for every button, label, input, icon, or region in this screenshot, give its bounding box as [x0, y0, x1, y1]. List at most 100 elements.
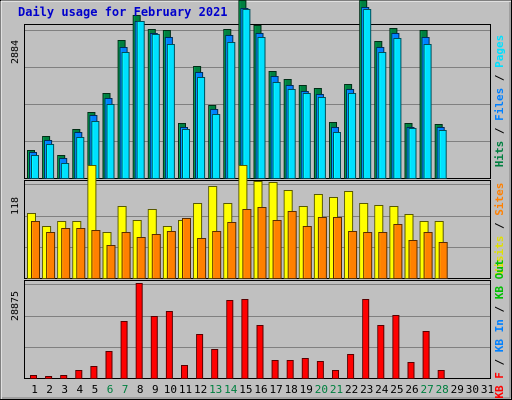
x-tick-day-26: 26: [405, 383, 418, 396]
legend-entry: Pages: [493, 35, 506, 68]
bar-pages-day-18: [287, 89, 296, 179]
bar-kb-f-day-4: [75, 370, 83, 379]
bar-fill: [348, 93, 357, 179]
x-tick-day-19: 19: [300, 383, 313, 396]
bar-sites-day-8: [136, 237, 146, 279]
bar-sites-day-22: [348, 231, 358, 279]
bar-fill: [317, 217, 327, 279]
bar-sites-day-12: [197, 238, 207, 279]
panel-bottom: [24, 280, 491, 379]
bar-pages-day-26: [408, 128, 417, 179]
bar-fill: [257, 37, 266, 179]
bar-sites-day-13: [212, 231, 222, 279]
x-tick-day-16: 16: [254, 383, 267, 396]
legend-entry: KB F: [493, 372, 506, 399]
bar-fill: [422, 331, 430, 379]
legend-entry: /: [493, 121, 506, 141]
bar-fill: [46, 144, 55, 179]
bar-sites-day-10: [166, 231, 176, 279]
bar-kb-f-day-7: [120, 321, 128, 379]
x-tick-day-13: 13: [209, 383, 222, 396]
bar-fill: [287, 211, 297, 279]
x-tick-day-8: 8: [137, 383, 144, 396]
bar-sites-day-26: [408, 240, 418, 279]
x-tick-day-12: 12: [194, 383, 207, 396]
bar-fill: [377, 325, 385, 379]
bar-fill: [212, 231, 222, 279]
bar-pages-day-20: [317, 97, 326, 179]
bar-fill: [182, 218, 191, 279]
bar-pages-day-14: [227, 42, 236, 179]
bar-fill: [302, 226, 312, 279]
bar-fill: [257, 207, 267, 279]
bar-pages-day-3: [61, 163, 70, 179]
bar-fill: [135, 283, 143, 379]
bar-kb-f-day-17: [271, 360, 279, 379]
bar-kb-f-day-14: [226, 300, 234, 379]
bar-pages-day-25: [393, 38, 402, 179]
bar-kb-f-day-16: [256, 325, 264, 379]
chart-panels: [24, 0, 491, 379]
bar-pages-day-27: [423, 44, 432, 179]
x-tick-day-29: 29: [451, 383, 464, 396]
bar-kb-f-day-24: [377, 325, 385, 379]
bar-fill: [393, 38, 402, 179]
bar-pages-day-24: [378, 52, 387, 179]
bar-fill: [136, 21, 145, 179]
bar-fill: [348, 231, 358, 279]
bar-sites-day-21: [333, 217, 342, 279]
x-tick-day-28: 28: [436, 383, 449, 396]
bar-fill: [60, 375, 68, 379]
bar-pages-day-7: [121, 52, 130, 179]
bar-fill: [317, 97, 326, 179]
bar-pages-day-28: [438, 130, 447, 179]
legend-entry: /: [493, 352, 506, 372]
x-tick-day-1: 1: [31, 383, 38, 396]
bar-fill: [181, 365, 188, 379]
bar-fill: [271, 360, 279, 379]
bar-pages-day-19: [302, 93, 311, 179]
bar-fill: [256, 325, 264, 379]
bar-kb-f-day-28: [437, 370, 445, 379]
bar-fill: [196, 334, 204, 379]
chart-title: Daily usage for February 2021: [18, 5, 228, 19]
bar-fill: [61, 228, 71, 279]
bar-kb-f-day-19: [301, 358, 309, 379]
bar-kb-f-day-21: [332, 370, 339, 379]
bar-sites-day-14: [227, 222, 237, 279]
bar-fill: [197, 238, 207, 279]
bar-fill: [286, 360, 294, 379]
bar-fill: [136, 237, 146, 279]
bar-kb-f-day-13: [211, 349, 219, 379]
bar-fill: [363, 232, 373, 279]
bar-fill: [287, 89, 296, 179]
bar-kb-f-day-12: [196, 334, 204, 379]
bar-pages-day-17: [272, 82, 281, 179]
bar-fill: [166, 44, 175, 179]
bar-kb-f-day-27: [422, 331, 430, 379]
bar-fill: [166, 231, 176, 279]
bar-sites-day-28: [438, 242, 448, 279]
legend-entry: Sites: [493, 183, 506, 216]
bar-fill: [333, 217, 342, 279]
bar-kb-f-day-10: [165, 311, 173, 379]
bar-kb-f-day-26: [407, 362, 415, 379]
x-tick-day-10: 10: [164, 383, 177, 396]
bar-fill: [242, 209, 252, 279]
bar-fill: [438, 242, 448, 279]
bar-sites-day-27: [423, 232, 433, 279]
bar-kb-f-day-6: [105, 351, 113, 379]
x-tick-day-17: 17: [269, 383, 282, 396]
bar-fill: [121, 52, 130, 179]
bar-fill: [423, 232, 433, 279]
bar-kb-f-day-11: [181, 365, 188, 379]
x-tick-day-14: 14: [224, 383, 238, 396]
bar-kb-f-day-23: [362, 299, 370, 379]
bar-fill: [121, 232, 131, 279]
bar-pages-day-4: [76, 137, 85, 179]
bar-pages-day-11: [182, 129, 190, 179]
legend-entry: /: [493, 68, 506, 88]
x-tick-day-18: 18: [285, 383, 298, 396]
